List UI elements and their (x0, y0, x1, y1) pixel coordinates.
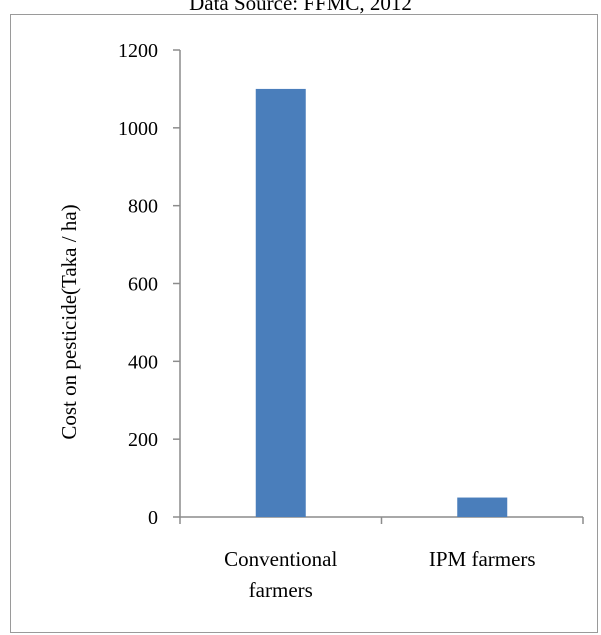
y-tick-label: 600 (128, 274, 158, 296)
y-tick-label: 200 (128, 429, 158, 451)
bar (457, 497, 508, 517)
data-source-note: Data Source: FFMC, 2012 (189, 0, 412, 15)
chart-frame (10, 14, 598, 633)
x-category-label: IPM farmers (429, 547, 536, 571)
y-tick-label: 1200 (118, 40, 158, 62)
y-tick-label: 0 (148, 507, 158, 529)
x-category-label: Conventional (224, 547, 337, 571)
y-tick-label: 1000 (118, 118, 158, 140)
y-tick-label: 400 (128, 351, 158, 373)
y-tick-label: 800 (128, 196, 158, 218)
x-category-label: farmers (249, 578, 313, 602)
y-axis-title: Cost on pesticide(Taka / ha) (57, 204, 81, 439)
bar (255, 88, 306, 518)
